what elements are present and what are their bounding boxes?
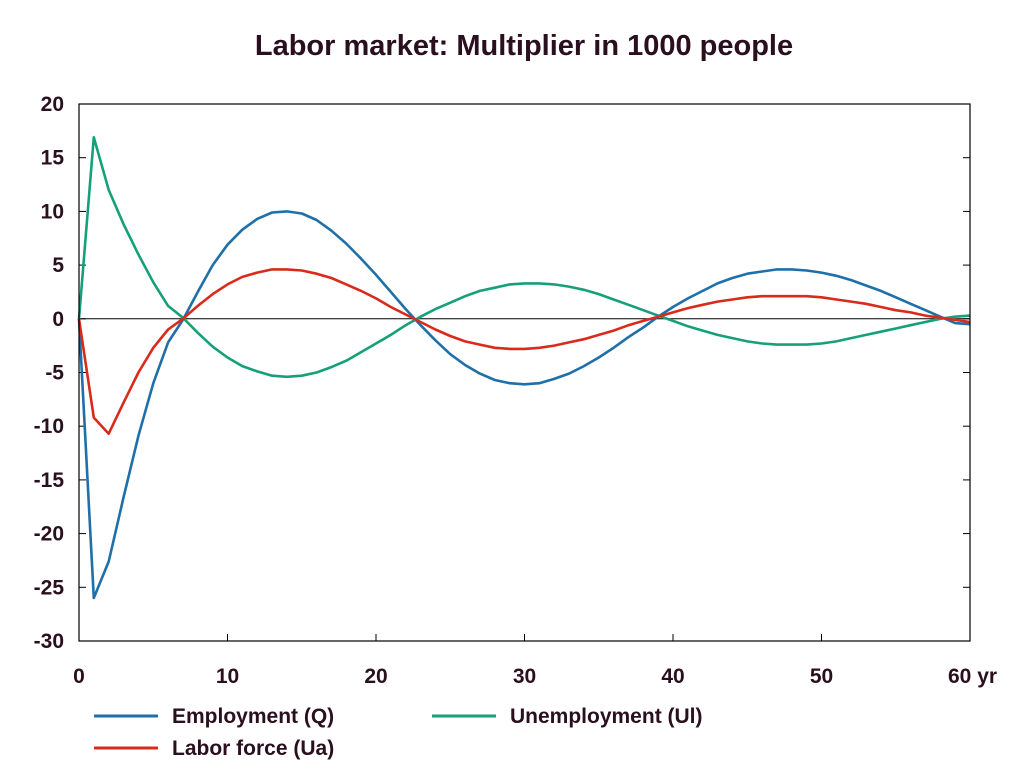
y-tick-label: -25 (34, 576, 65, 599)
y-tick-label: -20 (34, 523, 64, 546)
x-tick-label: 20 (364, 665, 387, 688)
x-tick-label: 40 (661, 665, 684, 688)
legend: Employment (Q) Unemployment (Ul) Labor for… (94, 705, 703, 760)
x-tick-label: 60 yr (948, 665, 997, 688)
y-tick-label: -30 (34, 630, 64, 653)
series-unemployment-ul (77, 136, 971, 379)
series-labor-force-ua (77, 268, 971, 435)
series-employment-q (77, 210, 971, 600)
x-tick-label: 10 (216, 665, 239, 688)
x-axis-ticks (78, 634, 971, 641)
y-tick-label: -5 (45, 362, 64, 385)
y-tick-label: 20 (41, 93, 64, 116)
chart-title: Labor market: Multiplier in 1000 people (254, 30, 794, 62)
y-axis-ticks (79, 103, 970, 642)
legend-label: Unemployment (Ul) (510, 705, 703, 728)
x-axis-tick-labels: 0 10 20 30 40 50 60 yr (73, 665, 997, 688)
legend-label: Labor force (Ua) (172, 737, 334, 760)
x-tick-label: 30 (513, 665, 536, 688)
y-tick-label: 10 (41, 200, 64, 223)
x-tick-label: 0 (73, 665, 85, 688)
y-axis-tick-labels: 20 15 10 5 0 -5 -10 -15 -20 -25 -30 (34, 93, 65, 653)
y-tick-label: 5 (52, 254, 64, 277)
y-tick-label: 15 (41, 147, 65, 170)
y-tick-label: 0 (52, 308, 64, 331)
y-tick-label: -10 (34, 415, 64, 438)
plot-frame (78, 103, 971, 642)
x-tick-label: 50 (810, 665, 833, 688)
series-lines (77, 136, 971, 600)
legend-label: Employment (Q) (172, 705, 334, 728)
y-tick-label: -15 (34, 469, 65, 492)
